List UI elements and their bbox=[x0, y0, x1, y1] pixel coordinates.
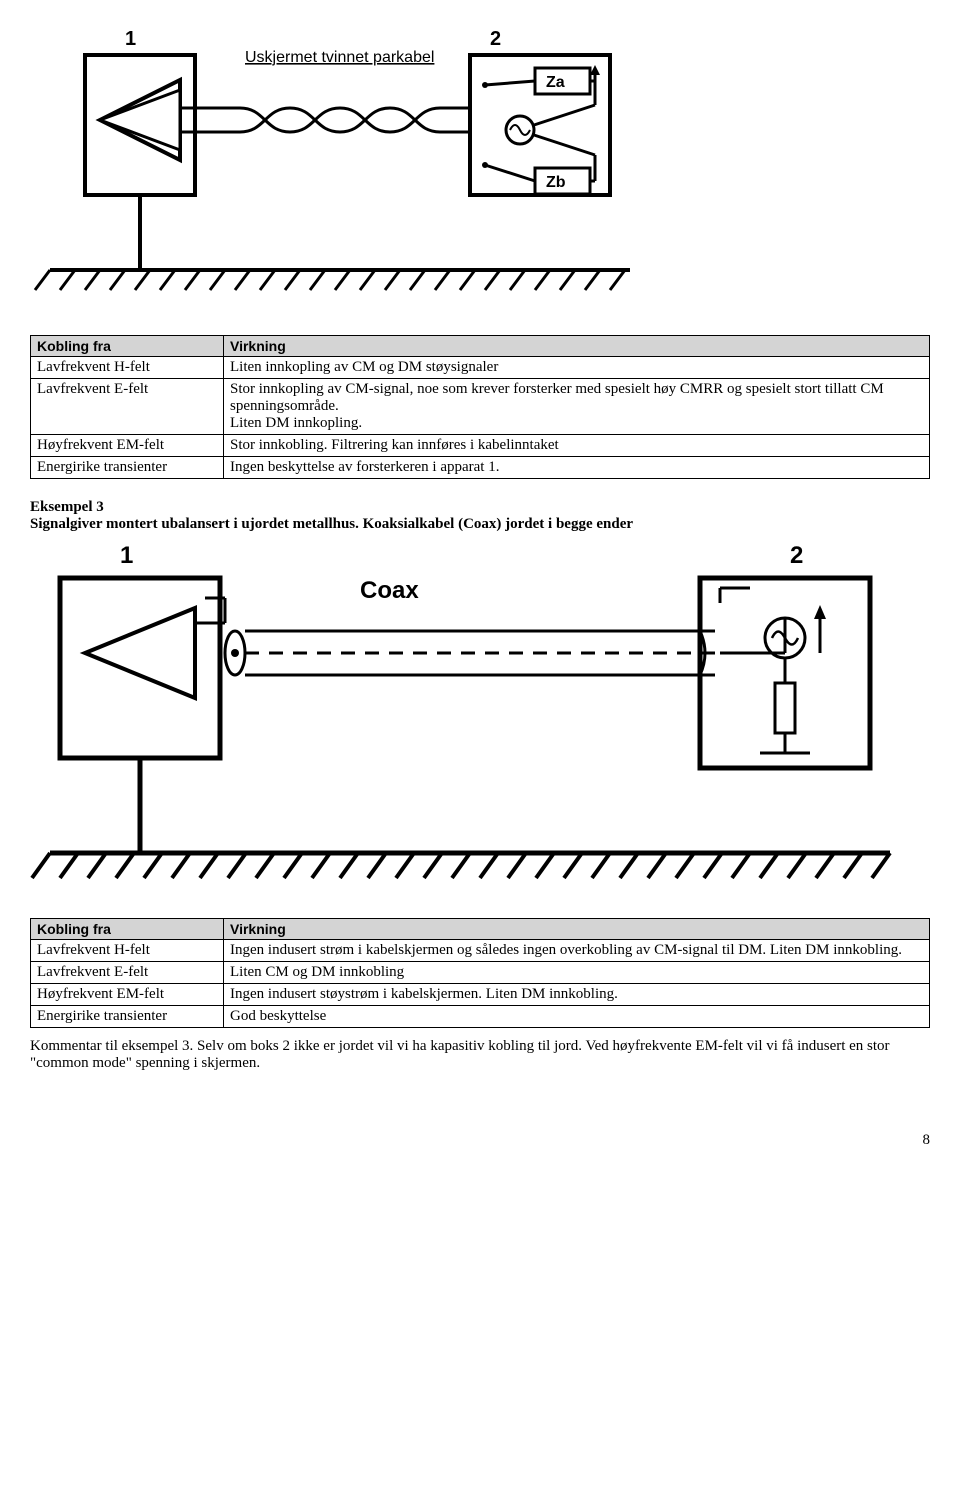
table-row: Lavfrekvent H-felt Liten innkopling av C… bbox=[31, 357, 930, 379]
diagram-coax: 1 2 Coax bbox=[30, 543, 930, 898]
comment-text: Kommentar til eksempel 3. Selv om boks 2… bbox=[30, 1038, 930, 1072]
page-number: 8 bbox=[30, 1132, 930, 1149]
effects-table-1: Kobling fra Virkning Lavfrekvent H-felt … bbox=[30, 335, 930, 479]
table-header-row: Kobling fra Virkning bbox=[31, 919, 930, 940]
coax-svg: 1 2 Coax bbox=[30, 543, 910, 893]
za-label: Za bbox=[546, 74, 565, 91]
box1-label: 1 bbox=[125, 30, 136, 50]
table-row: Energirike transienter God beskyttelse bbox=[31, 1006, 930, 1028]
table-row: Lavfrekvent H-felt Ingen indusert strøm … bbox=[31, 940, 930, 962]
table-row: Høyfrekvent EM-felt Ingen indusert støys… bbox=[31, 984, 930, 1006]
box2-label: 2 bbox=[490, 30, 501, 50]
example3-subtitle: Signalgiver montert ubalansert i ujordet… bbox=[30, 516, 633, 532]
box2-label: 2 bbox=[790, 543, 803, 569]
cable-label: Uskjermet tvinnet parkabel bbox=[245, 49, 434, 66]
table-row: Lavfrekvent E-felt Liten CM og DM innkob… bbox=[31, 962, 930, 984]
header-col1: Kobling fra bbox=[31, 919, 224, 940]
table-header-row: Kobling fra Virkning bbox=[31, 336, 930, 357]
diagram-twisted-pair: 1 2 Uskjermet tvinnet parkabel Za Zb bbox=[30, 30, 930, 315]
box1-label: 1 bbox=[120, 543, 133, 569]
effects-table-2: Kobling fra Virkning Lavfrekvent H-felt … bbox=[30, 918, 930, 1028]
table-row: Energirike transienter Ingen beskyttelse… bbox=[31, 457, 930, 479]
example3-heading: Eksempel 3 Signalgiver montert ubalanser… bbox=[30, 499, 930, 533]
table-row: Høyfrekvent EM-felt Stor innkobling. Fil… bbox=[31, 435, 930, 457]
header-col2: Virkning bbox=[224, 919, 930, 940]
twisted-pair-svg: 1 2 Uskjermet tvinnet parkabel Za Zb bbox=[30, 30, 810, 310]
header-col2: Virkning bbox=[224, 336, 930, 357]
example3-title: Eksempel 3 bbox=[30, 499, 104, 515]
header-col1: Kobling fra bbox=[31, 336, 224, 357]
coax-label: Coax bbox=[360, 577, 419, 604]
table-row: Lavfrekvent E-felt Stor innkopling av CM… bbox=[31, 379, 930, 435]
zb-label: Zb bbox=[546, 174, 566, 191]
